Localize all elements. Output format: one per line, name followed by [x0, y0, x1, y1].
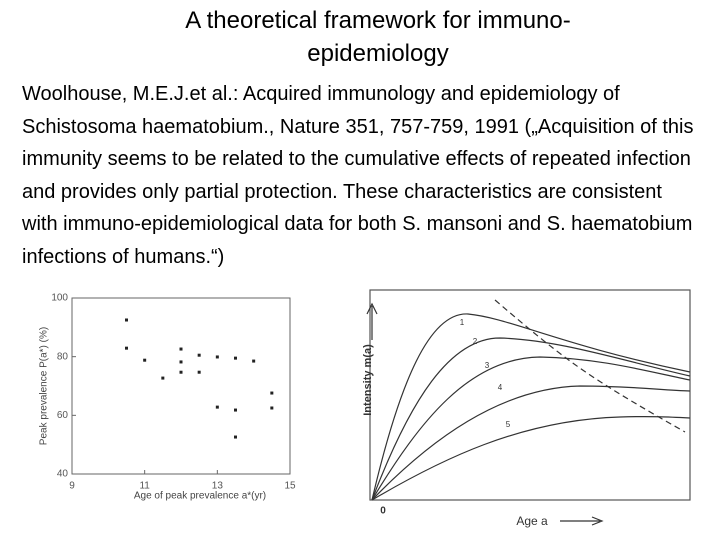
x-axis-label: Age a: [516, 514, 548, 528]
y-axis-label: Intensity m(a): [362, 344, 374, 416]
point: [179, 370, 183, 374]
point: [125, 318, 128, 322]
x-tick-label: 11: [139, 481, 150, 492]
y-tick-label: 80: [57, 351, 69, 362]
x-tick-label: 13: [212, 481, 224, 492]
curve-label: 2: [473, 337, 478, 346]
y-tick-label: 40: [57, 469, 69, 480]
curve: [371, 313, 691, 501]
curve: [371, 415, 691, 501]
curve: [371, 385, 691, 501]
point: [270, 406, 274, 410]
origin-label: 0: [380, 506, 386, 517]
schematic-frame: [369, 289, 691, 501]
point: [179, 347, 183, 351]
point: [234, 408, 237, 412]
y-axis-label: Peak prevalence P(a*) (%): [39, 327, 50, 445]
dashed-curve: [494, 299, 686, 433]
y-tick-label: 100: [51, 293, 68, 304]
x-tick-label: 9: [69, 481, 75, 492]
x-axis-label: Age of peak prevalence a*(yr): [134, 491, 266, 502]
y-tick-label: 60: [57, 410, 69, 421]
point: [270, 391, 274, 395]
arrow-head: [591, 516, 604, 526]
curve: [371, 356, 691, 501]
schematic: [366, 289, 691, 526]
point: [197, 370, 201, 374]
curve-label: 1: [460, 318, 465, 327]
slide-title: A theoretical framework for immuno-epide…: [185, 7, 571, 67]
curve-label: 3: [485, 361, 490, 370]
point: [143, 358, 147, 362]
point: [125, 346, 128, 350]
slide-body: Woolhouse, M.E.J.et al.: Acquired immuno…: [22, 83, 694, 268]
point: [215, 405, 219, 409]
curve-label: 5: [506, 420, 511, 429]
point: [234, 435, 237, 439]
point: [179, 360, 183, 364]
x-tick-label: 15: [284, 481, 296, 492]
point: [197, 353, 201, 357]
curve-label: 4: [498, 383, 503, 392]
arrow-head: [366, 302, 378, 315]
point: [215, 355, 219, 359]
point: [161, 376, 165, 380]
point: [234, 356, 237, 360]
curve: [371, 337, 691, 501]
point: [252, 359, 256, 363]
plot-frame: [71, 297, 291, 475]
